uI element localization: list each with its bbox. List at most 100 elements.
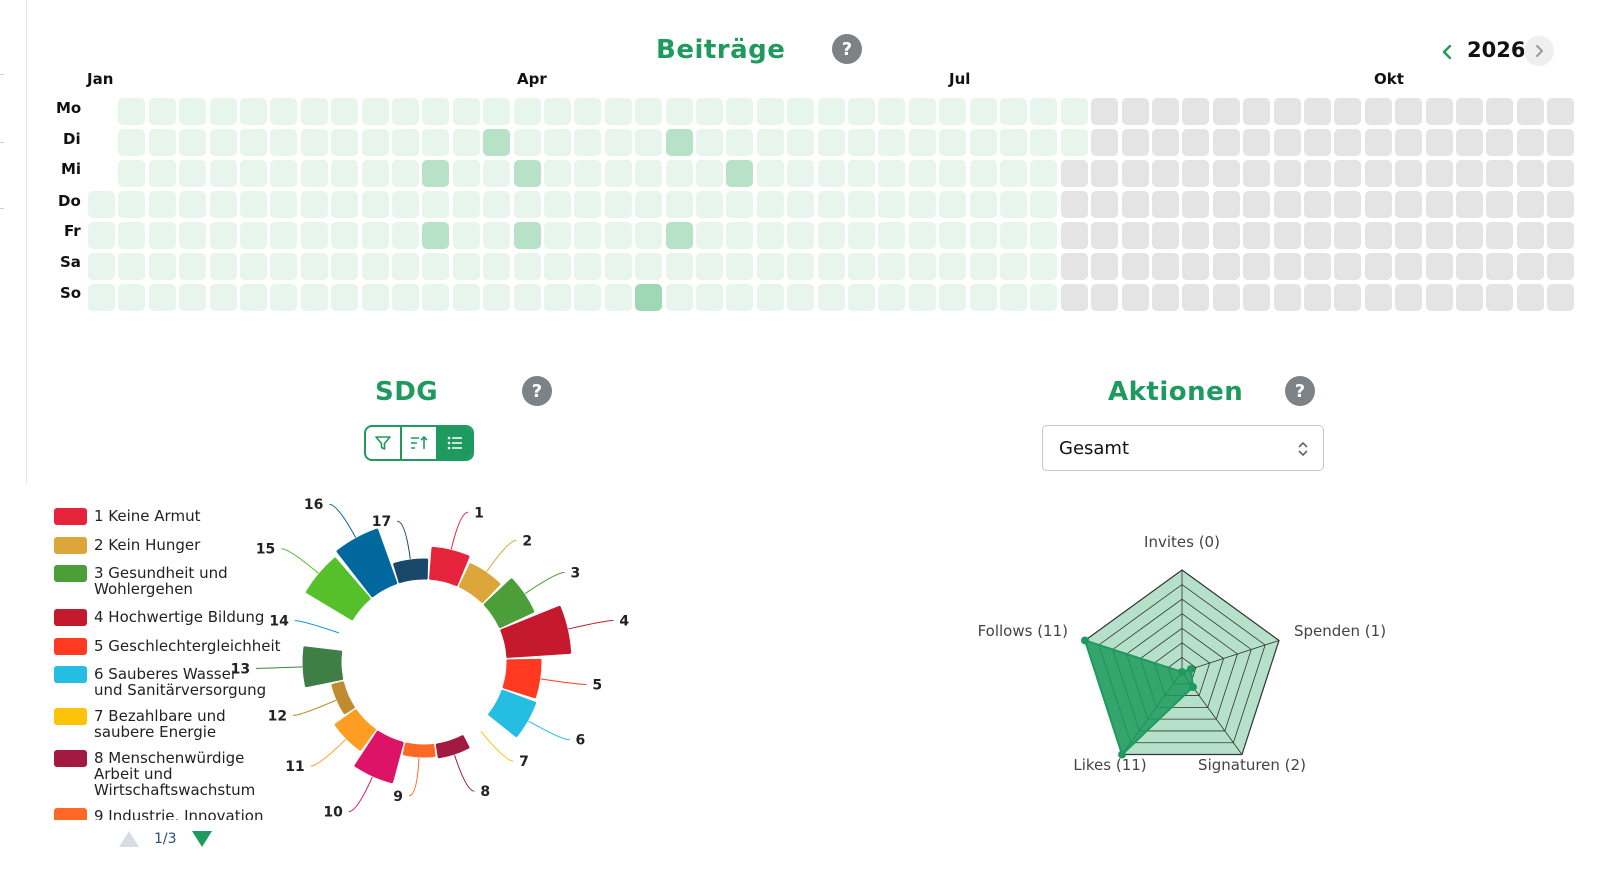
heatmap-cell[interactable] [1334, 160, 1362, 187]
heatmap-cell[interactable] [270, 222, 298, 249]
heatmap-cell[interactable] [1212, 129, 1240, 156]
sdg-filter-button[interactable] [366, 427, 402, 459]
sdg-segment-1[interactable] [429, 546, 470, 586]
heatmap-cell[interactable] [1060, 253, 1088, 280]
heatmap-cell[interactable] [1304, 191, 1331, 218]
heatmap-cell[interactable] [726, 160, 754, 187]
heatmap-cell[interactable] [1091, 129, 1119, 156]
heatmap-cell[interactable] [118, 98, 146, 125]
heatmap-cell[interactable] [300, 98, 328, 125]
heatmap-cell[interactable] [361, 129, 389, 156]
heatmap-cell[interactable] [1516, 160, 1544, 187]
heatmap-cell[interactable] [179, 191, 207, 218]
heatmap-cell[interactable] [1182, 222, 1210, 249]
heatmap-cell[interactable] [331, 191, 359, 218]
heatmap-cell[interactable] [452, 98, 480, 125]
heatmap-cell[interactable] [1395, 191, 1423, 218]
heatmap-cell[interactable] [1364, 253, 1392, 280]
heatmap-cell[interactable] [1395, 253, 1423, 280]
sdg-help-button[interactable]: ? [522, 376, 552, 406]
heatmap-cell[interactable] [1516, 129, 1544, 156]
heatmap-cell[interactable] [422, 129, 450, 156]
heatmap-cell[interactable] [604, 98, 632, 125]
heatmap-cell[interactable] [1121, 284, 1149, 311]
heatmap-cell[interactable] [331, 222, 359, 249]
heatmap-cell[interactable] [908, 253, 936, 280]
heatmap-cell[interactable] [483, 222, 511, 249]
heatmap-cell[interactable] [1364, 284, 1392, 311]
heatmap-cell[interactable] [1456, 191, 1483, 218]
heatmap-cell[interactable] [1030, 284, 1058, 311]
heatmap-cell[interactable] [878, 191, 906, 218]
heatmap-cell[interactable] [1182, 284, 1210, 311]
heatmap-cell[interactable] [483, 129, 511, 156]
heatmap-cell[interactable] [604, 284, 632, 311]
heatmap-cell[interactable] [1121, 191, 1149, 218]
heatmap-cell[interactable] [1486, 191, 1514, 218]
heatmap-cell[interactable] [1000, 129, 1027, 156]
heatmap-cell[interactable] [392, 253, 419, 280]
heatmap-cell[interactable] [361, 191, 389, 218]
heatmap-cell[interactable] [787, 98, 815, 125]
heatmap-cell[interactable] [1212, 98, 1240, 125]
heatmap-cell[interactable] [1395, 222, 1423, 249]
heatmap-cell[interactable] [604, 129, 632, 156]
heatmap-cell[interactable] [148, 129, 176, 156]
heatmap-cell[interactable] [1091, 284, 1119, 311]
heatmap-cell[interactable] [726, 284, 754, 311]
heatmap-cell[interactable] [422, 98, 450, 125]
heatmap-cell[interactable] [483, 191, 511, 218]
heatmap-cell[interactable] [817, 253, 845, 280]
heatmap-cell[interactable] [1030, 98, 1058, 125]
heatmap-cell[interactable] [574, 98, 602, 125]
heatmap-cell[interactable] [848, 129, 875, 156]
heatmap-cell[interactable] [1243, 98, 1271, 125]
heatmap-cell[interactable] [452, 160, 480, 187]
heatmap-cell[interactable] [1516, 284, 1544, 311]
heatmap-cell[interactable] [635, 98, 663, 125]
heatmap-cell[interactable] [604, 222, 632, 249]
heatmap-cell[interactable] [1243, 129, 1271, 156]
heatmap-cell[interactable] [574, 160, 602, 187]
heatmap-cell[interactable] [1060, 160, 1088, 187]
heatmap-cell[interactable] [300, 284, 328, 311]
heatmap-cell[interactable] [574, 284, 602, 311]
heatmap-cell[interactable] [696, 253, 723, 280]
heatmap-cell[interactable] [118, 160, 146, 187]
heatmap-cell[interactable] [422, 253, 450, 280]
heatmap-cell[interactable] [1364, 222, 1392, 249]
legend-item[interactable]: 5 Geschlechtergleichheit [54, 634, 281, 655]
heatmap-cell[interactable] [392, 191, 419, 218]
heatmap-cell[interactable] [1547, 253, 1575, 280]
sdg-segment-3[interactable] [483, 578, 535, 629]
heatmap-cell[interactable] [270, 191, 298, 218]
heatmap-cell[interactable] [88, 253, 115, 280]
heatmap-cell[interactable] [1425, 253, 1453, 280]
heatmap-cell[interactable] [209, 129, 237, 156]
heatmap-cell[interactable] [878, 253, 906, 280]
heatmap-cell[interactable] [817, 284, 845, 311]
heatmap-cell[interactable] [878, 284, 906, 311]
heatmap-cell[interactable] [908, 284, 936, 311]
heatmap-cell[interactable] [848, 253, 875, 280]
heatmap-cell[interactable] [544, 98, 571, 125]
heatmap-cell[interactable] [422, 222, 450, 249]
heatmap-cell[interactable] [1456, 284, 1483, 311]
heatmap-cell[interactable] [1395, 98, 1423, 125]
heatmap-cell[interactable] [1334, 191, 1362, 218]
heatmap-cell[interactable] [969, 284, 997, 311]
heatmap-cell[interactable] [574, 253, 602, 280]
heatmap-cell[interactable] [148, 253, 176, 280]
heatmap-cell[interactable] [1030, 253, 1058, 280]
heatmap-cell[interactable] [179, 129, 207, 156]
radar-point[interactable] [1118, 750, 1127, 759]
heatmap-cell[interactable] [1516, 253, 1544, 280]
heatmap-cell[interactable] [1425, 222, 1453, 249]
heatmap-cell[interactable] [1486, 160, 1514, 187]
heatmap-cell[interactable] [331, 129, 359, 156]
heatmap-cell[interactable] [452, 222, 480, 249]
heatmap-cell[interactable] [544, 191, 571, 218]
heatmap-cell[interactable] [1000, 253, 1027, 280]
heatmap-cell[interactable] [1364, 191, 1392, 218]
triangle-up-icon[interactable] [118, 830, 140, 848]
